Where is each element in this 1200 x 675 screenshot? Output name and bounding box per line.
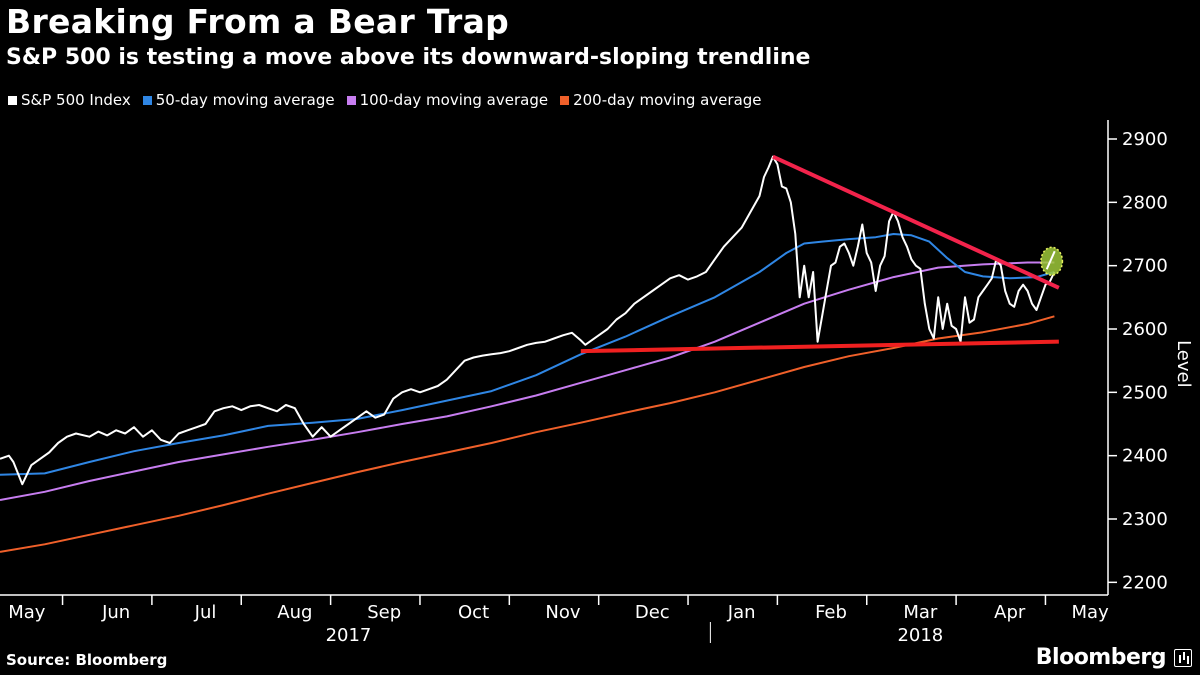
series-line-100-day-moving-average bbox=[0, 261, 1055, 501]
x-tick-label: Jan bbox=[727, 602, 756, 623]
legend-swatch-100day bbox=[346, 95, 356, 105]
support-line bbox=[580, 339, 1059, 354]
legend-item-sp500: S&P 500 Index bbox=[8, 91, 131, 109]
x-tick-label: Apr bbox=[994, 602, 1026, 623]
year-label: 2018 bbox=[897, 625, 943, 646]
chart-title: Breaking From a Bear Trap bbox=[6, 2, 510, 41]
legend-item-100day: 100-day moving average bbox=[346, 91, 549, 109]
legend: S&P 500 Index 50-day moving average 100-… bbox=[8, 91, 762, 109]
legend-swatch-sp500 bbox=[8, 95, 17, 105]
y-axis-title: Level bbox=[1173, 340, 1194, 388]
legend-item-200day: 200-day moving average bbox=[560, 91, 762, 109]
x-tick-label: Feb bbox=[815, 602, 847, 623]
y-tick-label: 2900 bbox=[1122, 129, 1168, 150]
x-tick-label: Mar bbox=[903, 602, 938, 623]
legend-label-sp500: S&P 500 Index bbox=[21, 91, 131, 109]
legend-label-50day: 50-day moving average bbox=[155, 91, 335, 109]
series-line-s-p-500-index bbox=[0, 155, 1056, 486]
x-tick-label: Aug bbox=[277, 602, 312, 623]
breakout-stroke bbox=[1045, 250, 1056, 270]
chart-subtitle: S&P 500 is testing a move above its down… bbox=[6, 45, 811, 70]
source-note: Source: Bloomberg bbox=[6, 651, 168, 669]
bloomberg-terminal-icon bbox=[1174, 649, 1192, 667]
year-label: 2017 bbox=[326, 625, 372, 646]
y-tick-label: 2300 bbox=[1122, 509, 1168, 530]
series-line-200-day-moving-average bbox=[0, 315, 1055, 553]
brand-logo-text: Bloomberg bbox=[1035, 645, 1167, 670]
y-tick-label: 2200 bbox=[1122, 572, 1168, 593]
y-tick-label: 2700 bbox=[1122, 256, 1168, 277]
x-tick-label: Dec bbox=[635, 602, 670, 623]
legend-label-200day: 200-day moving average bbox=[573, 91, 762, 109]
x-tick-label: Nov bbox=[545, 602, 580, 623]
x-tick-label: May bbox=[8, 602, 46, 623]
x-tick-label: Oct bbox=[458, 602, 489, 623]
y-tick-label: 2800 bbox=[1122, 192, 1168, 213]
breakout-highlight bbox=[1040, 246, 1064, 276]
x-tick-label: May bbox=[1072, 602, 1110, 623]
y-tick-label: 2400 bbox=[1122, 446, 1168, 467]
series-line-50-day-moving-average bbox=[0, 233, 1055, 476]
x-tick-label: Jun bbox=[101, 602, 130, 623]
y-tick-label: 2500 bbox=[1122, 382, 1168, 403]
x-tick-label: Sep bbox=[367, 602, 401, 623]
x-tick-label: Jul bbox=[194, 602, 217, 623]
legend-swatch-200day bbox=[560, 95, 570, 105]
legend-item-50day: 50-day moving average bbox=[142, 91, 335, 109]
legend-label-100day: 100-day moving average bbox=[359, 91, 549, 109]
y-tick-label: 2600 bbox=[1122, 319, 1168, 340]
downward-trendline bbox=[772, 154, 1060, 290]
legend-swatch-50day bbox=[142, 95, 152, 105]
